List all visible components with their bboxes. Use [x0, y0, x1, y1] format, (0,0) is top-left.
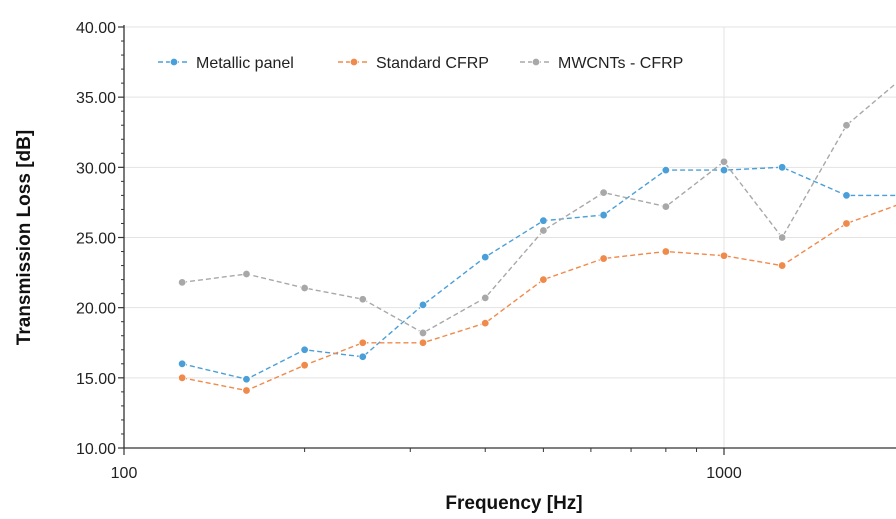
data-point-mwcnts-cfrp — [301, 284, 309, 292]
legend-label-mwcnts-cfrp: MWCNTs - CFRP — [558, 55, 683, 72]
legend: Metallic panel Standard CFRP MWCNTs - CFRP — [158, 55, 683, 72]
legend-label-standard-cfrp: Standard CFRP — [376, 55, 489, 72]
data-point-mwcnts-cfrp — [419, 329, 427, 337]
x-axis-title: Frequency [Hz] — [445, 493, 582, 514]
data-point-standard-cfrp — [178, 374, 186, 382]
data-point-standard-cfrp — [359, 339, 367, 347]
data-point-metallic-panel — [301, 346, 309, 354]
data-point-mwcnts-cfrp — [243, 270, 251, 278]
data-point-standard-cfrp — [540, 276, 548, 284]
data-point-metallic-panel — [419, 301, 427, 309]
data-point-metallic-panel — [778, 164, 786, 172]
data-point-mwcnts-cfrp — [540, 227, 548, 235]
data-point-mwcnts-cfrp — [481, 294, 489, 302]
y-tick-label: 35.00 — [76, 90, 116, 107]
legend-marker-standard-cfrp — [350, 58, 358, 66]
data-point-metallic-panel — [178, 360, 186, 368]
data-point-metallic-panel — [720, 166, 728, 174]
series-line-mwcnts-cfrp — [182, 76, 896, 333]
y-tick-label: 10.00 — [76, 441, 116, 458]
data-point-standard-cfrp — [301, 361, 309, 369]
series-line-standard-cfrp — [182, 202, 896, 390]
y-tick-label: 40.00 — [76, 20, 116, 37]
data-point-mwcnts-cfrp — [359, 295, 367, 303]
x-tick-label: 1000 — [706, 465, 742, 482]
y-tick-label: 25.00 — [76, 231, 116, 248]
data-point-metallic-panel — [481, 253, 489, 261]
data-point-standard-cfrp — [600, 255, 608, 263]
data-point-standard-cfrp — [843, 220, 851, 228]
data-point-standard-cfrp — [481, 319, 489, 327]
data-point-metallic-panel — [359, 353, 367, 361]
data-point-metallic-panel — [600, 211, 608, 219]
legend-marker-mwcnts-cfrp — [532, 58, 540, 66]
data-point-metallic-panel — [662, 166, 670, 174]
data-point-standard-cfrp — [243, 387, 251, 395]
data-point-mwcnts-cfrp — [720, 158, 728, 166]
series-line-metallic-panel — [182, 167, 896, 379]
legend-label-metallic-panel: Metallic panel — [196, 55, 294, 72]
series-lines — [178, 72, 896, 394]
x-tick-label: 100 — [111, 465, 138, 482]
data-point-mwcnts-cfrp — [843, 121, 851, 129]
y-axis-title: Transmission Loss [dB] — [14, 130, 35, 345]
data-point-standard-cfrp — [720, 252, 728, 260]
data-point-standard-cfrp — [778, 262, 786, 270]
tick-marks: 10.00 15.00 20.00 25.00 30.00 35.00 40.00 100 10… — [76, 20, 742, 482]
y-tick-label: 15.00 — [76, 371, 116, 388]
data-point-metallic-panel — [540, 217, 548, 225]
data-point-metallic-panel — [243, 375, 251, 383]
y-tick-label: 30.00 — [76, 160, 116, 177]
y-tick-label: 20.00 — [76, 301, 116, 318]
data-point-standard-cfrp — [662, 248, 670, 256]
data-point-standard-cfrp — [419, 339, 427, 347]
data-point-metallic-panel — [843, 192, 851, 200]
data-point-mwcnts-cfrp — [778, 234, 786, 242]
data-point-mwcnts-cfrp — [600, 189, 608, 197]
data-point-mwcnts-cfrp — [662, 203, 670, 211]
data-point-mwcnts-cfrp — [178, 279, 186, 287]
legend-marker-metallic-panel — [170, 58, 178, 66]
